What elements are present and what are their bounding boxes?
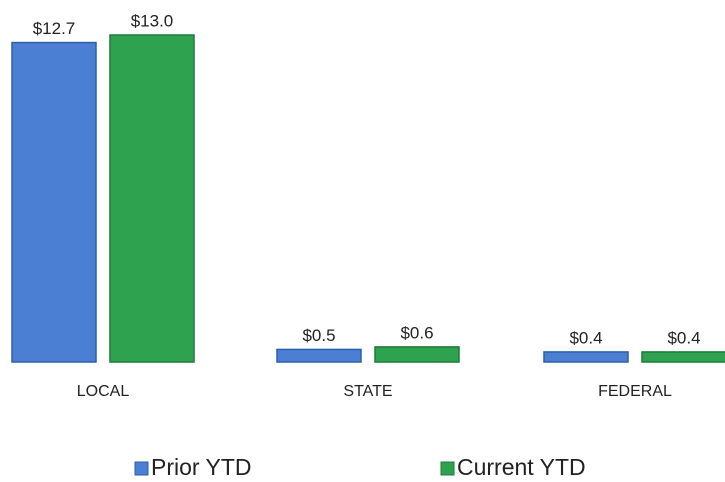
bar <box>11 41 97 363</box>
value-label: $0.6 <box>400 323 433 342</box>
bar <box>374 346 460 363</box>
legend-swatch <box>440 461 455 476</box>
legend-label: Prior YTD <box>151 454 252 480</box>
x-tick-label: FEDERAL <box>598 383 672 400</box>
bar <box>543 351 629 363</box>
legend-swatch <box>134 461 149 476</box>
value-label: $12.7 <box>33 19 76 38</box>
bar <box>109 34 195 363</box>
value-label: $13.0 <box>131 11 174 30</box>
value-label: $0.4 <box>569 328 602 347</box>
bar <box>276 348 362 363</box>
x-tick-label: LOCAL <box>77 383 130 400</box>
x-tick-label: STATE <box>343 383 392 400</box>
bar <box>641 351 725 363</box>
value-label: $0.5 <box>302 326 335 345</box>
legend-label: Current YTD <box>457 454 586 480</box>
value-label: $0.4 <box>667 328 700 347</box>
